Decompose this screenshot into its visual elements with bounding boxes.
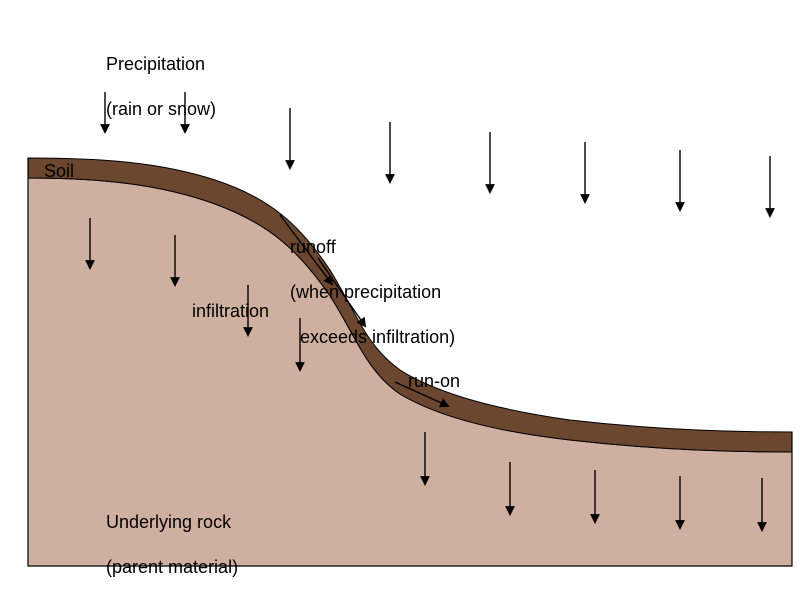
run-on-label: run-on <box>408 370 460 393</box>
rock-label: Underlying rock (parent material) <box>96 488 238 578</box>
precipitation-label: Precipitation (rain or snow) <box>96 30 216 120</box>
rock-line1: Underlying rock <box>106 512 231 532</box>
runoff-label: runoff (when precipitation exceeds infil… <box>280 213 455 348</box>
runoff-line3: exceeds infiltration) <box>290 327 455 347</box>
runoff-line2: (when precipitation <box>290 282 441 302</box>
infiltration-label: infiltration <box>192 300 269 323</box>
soil-label: Soil <box>44 160 74 183</box>
precipitation-line2: (rain or snow) <box>106 99 216 119</box>
runoff-line1: runoff <box>290 237 336 257</box>
rock-line2: (parent material) <box>106 557 238 577</box>
precipitation-line1: Precipitation <box>106 54 205 74</box>
